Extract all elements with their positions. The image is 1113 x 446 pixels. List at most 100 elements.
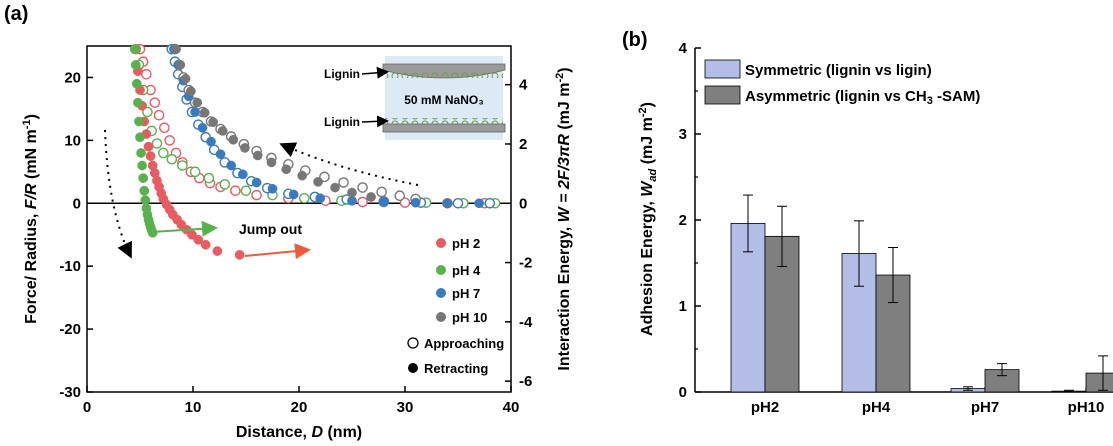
point-ph4-retracting — [139, 185, 150, 196]
point-ph4-approaching — [142, 106, 153, 118]
point-ph10-retracting — [330, 182, 340, 193]
panel-a-x-axis-label: Distance, D (nm) — [236, 424, 362, 441]
point-ph7-retracting — [474, 198, 485, 209]
point-ph2-approaching — [230, 185, 241, 196]
y-tick-label: -20 — [59, 321, 81, 338]
point-ph4-retracting — [134, 116, 144, 127]
y2-tick-label: -2 — [519, 255, 532, 272]
point-ph10-retracting — [252, 150, 263, 161]
x-tick-label: 40 — [503, 399, 520, 416]
point-ph10-retracting — [297, 170, 308, 181]
inset-bottom-lignin-layer — [385, 118, 503, 124]
legend-label-symmetric: Symmetric (lignin vs ligin) — [745, 62, 932, 79]
point-ph10-retracting — [266, 157, 277, 168]
category-label-ph2: pH2 — [751, 399, 779, 416]
inset-solution-label: 50 mM NaNO₃ — [404, 93, 484, 107]
point-ph7-retracting — [237, 169, 248, 180]
legend-marker-ph2 — [436, 238, 446, 248]
point-ph4-retracting — [131, 78, 142, 89]
y2-tick-label: -6 — [519, 373, 532, 390]
legend-marker-approaching — [407, 337, 419, 349]
point-ph10-retracting — [366, 192, 376, 202]
point-ph2-approaching — [357, 196, 368, 208]
x-tick-label: 10 — [185, 399, 202, 416]
point-ph7-retracting — [215, 149, 226, 160]
point-ph10-approaching — [319, 171, 330, 183]
point-ph4-approaching — [298, 192, 310, 204]
b-y-tick-label: 3 — [679, 126, 687, 143]
point-ph4-retracting — [133, 97, 143, 108]
y-tick-label: 0 — [73, 195, 81, 212]
inset-bottom-surface — [382, 123, 506, 133]
point-ph4-retracting — [135, 132, 145, 143]
panel-a-right-axis-label: Interaction Energy, W = 2F/3πR (mJ m-2) — [554, 67, 573, 370]
point-ph10-retracting — [228, 134, 239, 145]
point-ph4-approaching — [240, 185, 252, 196]
y2-tick-label: 2 — [519, 136, 527, 153]
point-ph2-approaching — [399, 197, 411, 208]
point-ph4-retracting — [129, 44, 140, 54]
point-ph7-approaching — [452, 197, 464, 209]
panel-b-y-axis-label: Adhesion Energy, Wad (mJ m-2) — [637, 102, 659, 336]
legend-label-ph4: pH 4 — [452, 263, 481, 278]
legend-label-ph10: pH 10 — [452, 310, 487, 325]
legend-marker-ph4 — [436, 265, 446, 275]
point-ph4-approaching — [189, 166, 201, 178]
point-ph2-retracting — [234, 250, 245, 260]
point-ph2-retracting — [200, 239, 211, 250]
point-ph2-approaching — [149, 97, 161, 108]
panel-b-label: (b) — [622, 29, 648, 51]
point-ph4-approaching — [203, 172, 215, 184]
x-tick-label: 30 — [397, 399, 414, 416]
panel-a-y-axis-label: Force/ Radius, F/R (mN m-1) — [21, 114, 40, 324]
legend-label-asymmetric: Asymmetric (lignin vs CH3 -SAM) — [745, 88, 980, 107]
point-ph10-approaching — [338, 177, 349, 188]
point-ph4-retracting — [140, 195, 151, 205]
y2-tick-label: -4 — [519, 314, 533, 331]
panel-a-label: (a) — [4, 3, 28, 25]
point-ph10-retracting — [175, 60, 186, 70]
category-label-ph10: pH10 — [1068, 399, 1105, 416]
point-ph10-retracting — [186, 86, 196, 97]
point-ph4-approaching — [177, 160, 188, 171]
point-ph2-approaching — [153, 109, 165, 121]
legend-swatch-symmetric — [704, 59, 741, 79]
point-ph7-retracting — [206, 136, 216, 147]
legend-label-approaching: Approaching — [424, 336, 504, 351]
point-ph10-retracting — [180, 73, 191, 84]
legend-label-ph7: pH 7 — [452, 286, 480, 301]
point-ph7-retracting — [288, 189, 299, 200]
point-ph7-retracting — [410, 197, 421, 208]
point-ph10-approaching — [357, 182, 368, 193]
y2-tick-label: 4 — [519, 77, 528, 94]
x-tick-label: 0 — [83, 399, 91, 416]
point-ph10-retracting — [313, 177, 323, 187]
surface-force-inset: 50 mM NaNO₃ Lignin Lignin — [324, 56, 506, 140]
b-y-tick-label: 0 — [679, 384, 687, 401]
b-y-tick-label: 1 — [679, 298, 687, 315]
point-ph7-retracting — [378, 197, 389, 207]
inset-bottom-pointer — [361, 115, 389, 128]
panel-a-data-points — [129, 43, 501, 260]
point-ph10-retracting — [347, 187, 357, 198]
point-ph4-retracting — [138, 173, 149, 183]
point-ph7-retracting — [347, 195, 357, 206]
inset-bottom-lignin-label: Lignin — [324, 115, 360, 129]
y2-tick-label: 0 — [519, 195, 527, 212]
point-ph10-retracting — [208, 117, 218, 127]
legend-label-retracting: Retracting — [424, 361, 488, 376]
point-ph10-retracting — [171, 44, 181, 54]
point-ph2-approaching — [164, 135, 175, 146]
point-ph2-retracting — [212, 246, 223, 256]
point-ph4-retracting — [136, 148, 146, 158]
point-ph10-retracting — [199, 107, 210, 118]
category-label-ph4: pH4 — [862, 399, 891, 416]
point-ph4-approaching — [151, 138, 163, 149]
jump-out-label: Jump out — [239, 221, 302, 237]
category-label-ph7: pH7 — [971, 399, 999, 416]
point-ph7-retracting — [442, 198, 453, 209]
point-ph4-retracting — [130, 60, 141, 70]
point-ph2-retracting — [145, 151, 156, 161]
point-ph10-retracting — [192, 97, 203, 108]
